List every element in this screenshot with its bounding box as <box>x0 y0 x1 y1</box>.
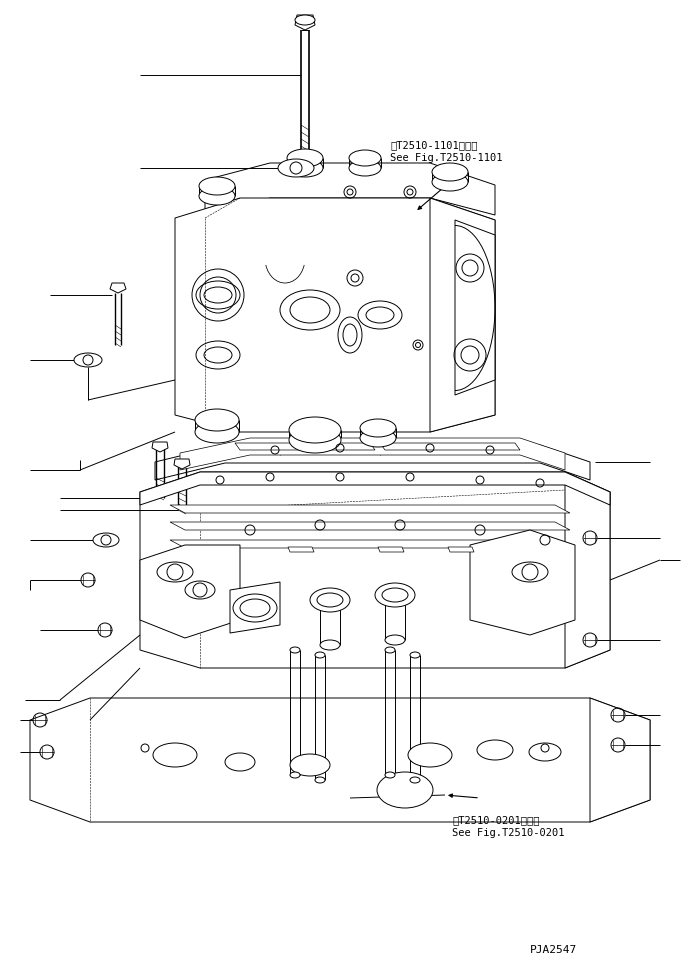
Ellipse shape <box>185 581 215 599</box>
Ellipse shape <box>278 159 314 177</box>
Polygon shape <box>180 438 565 470</box>
Ellipse shape <box>287 149 323 167</box>
Ellipse shape <box>385 772 395 778</box>
Polygon shape <box>110 283 126 293</box>
Ellipse shape <box>315 652 325 658</box>
Text: 笮T2510-1101図参照: 笮T2510-1101図参照 <box>390 140 477 150</box>
Ellipse shape <box>195 421 239 443</box>
Ellipse shape <box>317 593 343 607</box>
Ellipse shape <box>410 777 420 783</box>
Circle shape <box>101 535 111 545</box>
Circle shape <box>83 355 93 365</box>
Polygon shape <box>380 443 520 450</box>
Ellipse shape <box>199 177 235 195</box>
Ellipse shape <box>295 15 315 25</box>
Text: See Fig.T2510-1101: See Fig.T2510-1101 <box>390 153 503 163</box>
Polygon shape <box>455 220 495 395</box>
Polygon shape <box>235 443 375 450</box>
Polygon shape <box>288 547 314 552</box>
Polygon shape <box>140 472 610 668</box>
Ellipse shape <box>290 772 300 778</box>
Polygon shape <box>175 198 495 432</box>
Ellipse shape <box>157 562 193 582</box>
Ellipse shape <box>408 743 452 767</box>
Ellipse shape <box>477 740 513 760</box>
Ellipse shape <box>289 427 341 453</box>
Ellipse shape <box>315 777 325 783</box>
Circle shape <box>193 583 207 597</box>
Ellipse shape <box>432 163 468 181</box>
Polygon shape <box>140 545 240 638</box>
Polygon shape <box>205 163 495 215</box>
Ellipse shape <box>377 772 433 808</box>
Circle shape <box>290 162 302 174</box>
Ellipse shape <box>290 754 330 776</box>
Ellipse shape <box>199 187 235 205</box>
Polygon shape <box>174 459 190 469</box>
Ellipse shape <box>287 159 323 177</box>
Ellipse shape <box>512 562 548 582</box>
Ellipse shape <box>310 588 350 612</box>
Polygon shape <box>170 540 570 548</box>
Ellipse shape <box>360 419 396 437</box>
Ellipse shape <box>320 640 340 650</box>
Ellipse shape <box>529 743 561 761</box>
Ellipse shape <box>195 409 239 431</box>
Text: PJA2547: PJA2547 <box>530 945 577 955</box>
Polygon shape <box>565 472 610 668</box>
Polygon shape <box>170 505 570 513</box>
Polygon shape <box>152 442 168 452</box>
Ellipse shape <box>225 753 255 771</box>
Polygon shape <box>140 472 610 505</box>
Ellipse shape <box>74 353 102 367</box>
Polygon shape <box>448 547 474 552</box>
Polygon shape <box>230 582 280 633</box>
Text: See Fig.T2510-0201: See Fig.T2510-0201 <box>452 828 565 838</box>
Ellipse shape <box>349 160 381 176</box>
Polygon shape <box>295 15 315 30</box>
Polygon shape <box>590 698 650 822</box>
Circle shape <box>167 564 183 580</box>
Polygon shape <box>470 530 575 635</box>
Ellipse shape <box>289 417 341 443</box>
Ellipse shape <box>385 635 405 645</box>
Polygon shape <box>170 522 570 530</box>
Polygon shape <box>155 445 590 480</box>
Polygon shape <box>430 198 495 432</box>
Ellipse shape <box>240 599 270 617</box>
Ellipse shape <box>290 647 300 653</box>
Ellipse shape <box>93 533 119 547</box>
Polygon shape <box>30 698 650 822</box>
Ellipse shape <box>432 173 468 191</box>
Text: 笮T2510-0201図参照: 笮T2510-0201図参照 <box>452 815 539 825</box>
Ellipse shape <box>360 429 396 447</box>
Polygon shape <box>378 547 404 552</box>
Circle shape <box>522 564 538 580</box>
Ellipse shape <box>385 647 395 653</box>
Ellipse shape <box>153 743 197 767</box>
Ellipse shape <box>382 588 408 602</box>
Ellipse shape <box>410 652 420 658</box>
Ellipse shape <box>349 150 381 166</box>
Ellipse shape <box>233 594 277 622</box>
Ellipse shape <box>375 583 415 607</box>
